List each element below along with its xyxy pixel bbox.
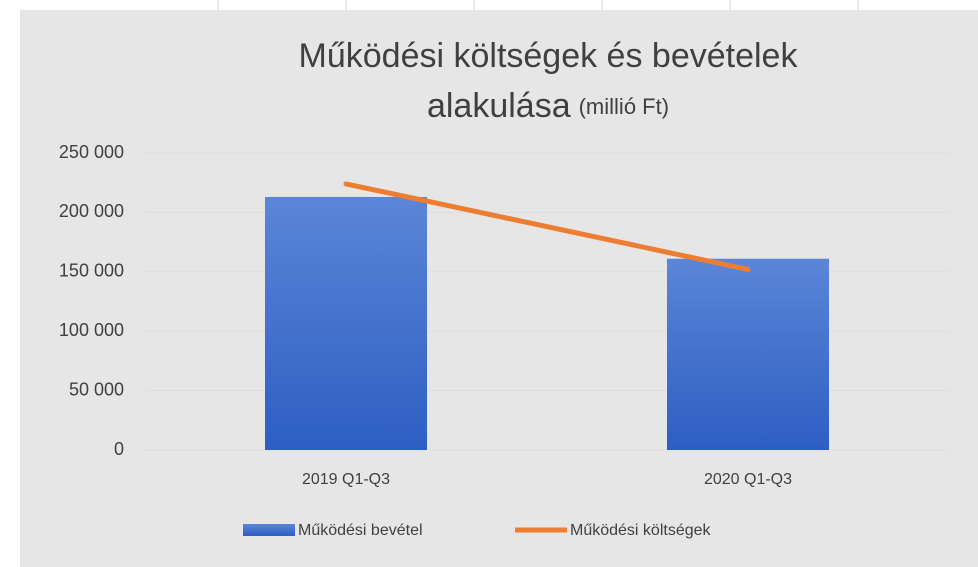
y-tick-label: 250 000: [59, 142, 124, 162]
legend-label: Működési költségek: [570, 522, 712, 539]
y-tick-label: 150 000: [59, 261, 124, 281]
sheet-strip: [0, 0, 978, 10]
x-tick-label: 2019 Q1-Q3: [302, 471, 390, 488]
bar: [265, 196, 427, 450]
chart-title: Működési költségek és bevételek: [299, 37, 799, 75]
y-tick-label: 100 000: [59, 320, 124, 340]
unit: (millió Ft): [579, 94, 669, 119]
x-tick-label: 2020 Q1-Q3: [704, 471, 792, 488]
y-tick-label: 50 000: [69, 379, 124, 399]
y-tick-label: 200 000: [59, 201, 124, 221]
line: [343, 181, 751, 272]
sheet-cells: [217, 0, 859, 10]
chart-title-line2: alakulása (millió Ft): [427, 87, 669, 125]
bar: [667, 258, 829, 450]
title-line2: alakulása: [427, 87, 571, 125]
legend-label: Működési bevétel: [298, 522, 423, 539]
y-tick-label: 0: [114, 439, 124, 459]
legend-swatch: [243, 524, 295, 536]
